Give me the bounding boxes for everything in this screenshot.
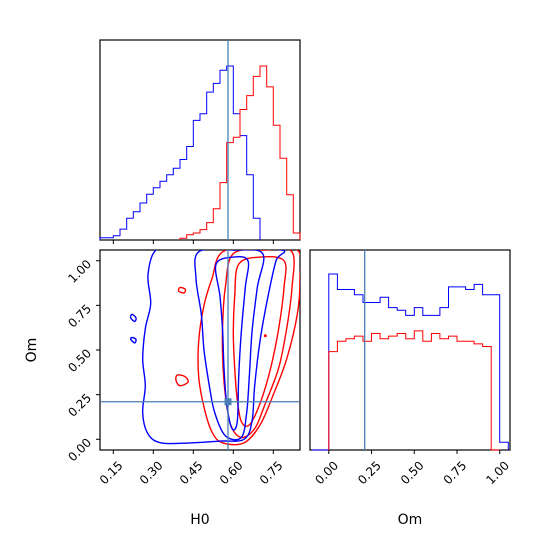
om-tick-label-3: 0.75 [65, 302, 94, 331]
contour-blue-0 [141, 250, 286, 445]
h0-tick-label-1: 0.30 [137, 458, 166, 487]
contour-blue-3 [129, 313, 137, 323]
om-histogram-steps [311, 273, 509, 451]
om-hist-tick-label-2: 0.50 [398, 458, 427, 487]
om-hist-tick-label-1: 0.25 [355, 458, 384, 487]
contour-red-dot [263, 334, 267, 338]
om-hist-tick-label-0: 0.00 [312, 458, 341, 487]
om-axis-ticks-hist: 0.00 0.25 0.50 0.75 1.00 [312, 450, 512, 487]
om-axis-ticks: 0.00 0.25 0.50 0.75 1.00 [65, 257, 100, 464]
om-histogram-series-1 [328, 330, 500, 451]
contour-lines [129, 250, 300, 446]
h0-tick-label-2: 0.45 [177, 458, 206, 487]
contour-blue-1 [194, 250, 265, 441]
h0-tick-label-4: 0.75 [257, 458, 286, 487]
contour-blue-4 [129, 336, 137, 344]
contour-red-2 [232, 255, 287, 427]
h0-xlabel: H0 [190, 512, 209, 528]
h0-histogram-panel [99, 39, 301, 244]
truth-marker [224, 398, 232, 406]
h0-histogram-frame [99, 39, 301, 241]
contour-frame [99, 249, 301, 451]
h0-axis-ticks: 0.15 0.30 0.45 0.60 0.75 [97, 450, 286, 487]
h0-tick-label-0: 0.15 [97, 458, 126, 487]
om-hist-tick-label-3: 0.75 [441, 458, 470, 487]
contour-red-3 [177, 286, 187, 294]
om-hist-tick-label-4: 1.00 [483, 458, 512, 487]
contour-blue-2 [214, 255, 250, 431]
om-histogram-panel: 0.00 0.25 0.50 0.75 1.00 Om [309, 249, 512, 528]
h0-om-contour-panel: 0.15 0.30 0.45 0.60 0.75 0.00 0.25 0.50 0.75 1.0… [24, 249, 301, 528]
om-tick-label-4: 1.00 [65, 257, 94, 286]
om-tick-label-0: 0.00 [65, 436, 94, 465]
om-tick-label-1: 0.25 [65, 391, 94, 420]
om-histogram-series-0 [311, 273, 509, 451]
h0-histogram-series-1 [179, 65, 301, 240]
h0-tick-label-3: 0.60 [217, 458, 246, 487]
om-histogram-frame [309, 249, 511, 451]
om-tick-label-2: 0.50 [65, 346, 94, 375]
h0-histogram-series-0 [99, 65, 261, 240]
h0-histogram-ticks [112, 240, 274, 244]
om-ylabel: Om [24, 338, 40, 363]
contour-red-4 [175, 374, 189, 387]
om-xlabel: Om [398, 512, 423, 528]
contour-red-0 [197, 250, 300, 446]
h0-histogram-steps [99, 65, 301, 240]
